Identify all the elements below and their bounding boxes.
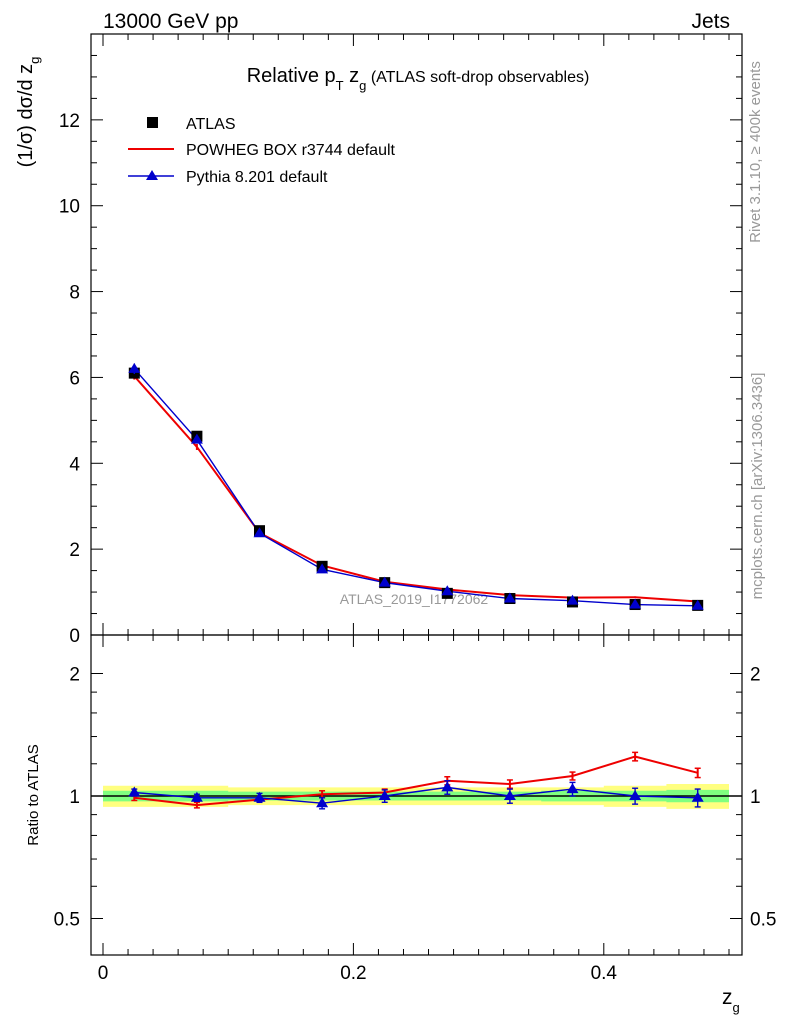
ratio-xtick-label: 0 [98, 963, 109, 984]
ratio-ytick-label: 1 [69, 787, 80, 808]
main-ytick-label: 10 [59, 197, 80, 218]
legend: ATLAS POWHEG BOX r3744 default Pythia 8.… [128, 116, 396, 186]
pythia-point [566, 594, 579, 605]
ratio-pythia-point [629, 790, 642, 800]
ratio-pythia-point [316, 797, 329, 808]
legend-marker-atlas [147, 117, 158, 128]
pythia-point [503, 592, 516, 603]
pythia-point [691, 599, 704, 610]
legend-label-pythia: Pythia 8.201 default [186, 169, 328, 186]
ratio-pythia-point [566, 783, 579, 794]
ratio-ytick-label-right: 1 [750, 787, 761, 808]
pythia-point [253, 527, 266, 538]
pythia-point [629, 598, 642, 609]
ratio-ytick-label: 0.5 [54, 910, 80, 931]
legend-marker-pythia [146, 170, 158, 180]
ratio-pythia-point [691, 791, 704, 802]
ratio-series-layer [128, 751, 704, 810]
main-panel: 0 2 4 6 8 10 12 Relative pT zg (ATLAS soft-dro… [15, 33, 743, 647]
pythia-point [441, 585, 454, 596]
header-right: Jets [691, 10, 730, 33]
ratio-ytick-label: 2 [69, 665, 80, 686]
ratio-pythia-point [378, 790, 391, 800]
mcplots-label: mcplots.cern.ch [arXiv:1306.3436] [749, 373, 766, 600]
main-ytick-label: 4 [69, 454, 80, 475]
legend-label-powheg: POWHEG BOX r3744 default [186, 142, 396, 159]
main-ytick-label: 0 [69, 626, 80, 647]
powheg-line [133, 375, 698, 603]
ratio-ticks [91, 635, 742, 955]
ratio-frame [90, 634, 743, 956]
ratio-pythia-point [253, 791, 266, 802]
main-title: Relative pT zg (ATLAS soft-drop observab… [247, 65, 590, 93]
main-ylabel: (1/σ) dσ/d zg [15, 57, 42, 168]
main-ytick-label: 2 [69, 540, 80, 561]
main-tick-labels: 0 2 4 6 8 10 12 [59, 111, 81, 647]
ratio-pythia-point [503, 790, 516, 800]
header-left: 13000 GeV pp [103, 10, 238, 33]
ratio-ytick-label-right: 0.5 [750, 910, 776, 931]
rivet-label: Rivet 3.1.10, ≥ 400k events [747, 61, 764, 243]
pythia-point [378, 576, 391, 587]
pythia-point [316, 563, 329, 574]
ratio-pythia-point [441, 781, 454, 792]
ratio-xtick-label: 0.4 [591, 963, 618, 984]
main-ticks [91, 33, 742, 636]
ratio-pythia-point [128, 786, 141, 797]
pythia-point [128, 362, 141, 373]
pythia-line [133, 368, 698, 607]
ratio-ylabel: Ratio to ATLAS [25, 744, 42, 845]
ratio-tick-labels: 0.5 0.5 1 1 2 2 0 0.2 0.4 [54, 665, 777, 985]
main-ytick-label: 8 [69, 283, 80, 304]
ratio-xlabel: zg [722, 986, 740, 1015]
ratio-pythia-line [134, 786, 698, 804]
main-series-layer [128, 362, 704, 611]
ratio-panel: 0.5 0.5 1 1 2 2 0 0.2 0.4 Ratio to ATLAS zg [25, 634, 777, 1015]
ratio-pythia-point [190, 791, 203, 802]
ratio-ytick-label-right: 2 [750, 665, 761, 686]
ratio-powheg-line [134, 755, 698, 807]
ratio-xtick-label: 0.2 [340, 963, 366, 984]
legend-label-atlas: ATLAS [186, 116, 236, 133]
pythia-point [190, 433, 203, 444]
main-ytick-label: 6 [69, 368, 80, 389]
main-ytick-label: 12 [59, 111, 80, 132]
